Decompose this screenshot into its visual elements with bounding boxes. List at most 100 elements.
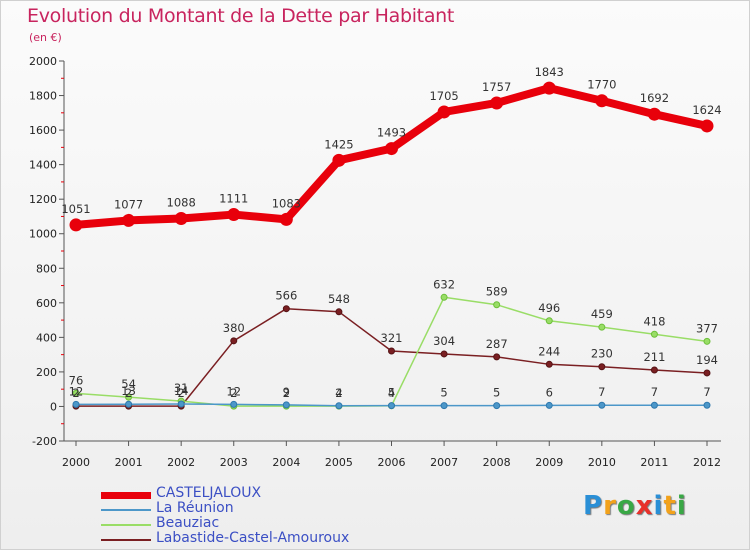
data-point bbox=[545, 360, 553, 368]
logo-letter: x bbox=[635, 491, 654, 521]
x-tick-label: 2000 bbox=[62, 456, 90, 469]
data-point bbox=[177, 400, 185, 408]
legend-swatch bbox=[101, 524, 151, 526]
data-label: 1077 bbox=[114, 197, 143, 211]
data-point bbox=[282, 401, 290, 409]
data-label: 7 bbox=[598, 385, 605, 399]
data-point bbox=[437, 105, 451, 119]
y-tick-label: 1400 bbox=[29, 159, 57, 172]
data-point bbox=[72, 400, 80, 408]
data-point bbox=[703, 337, 711, 345]
data-label: 76 bbox=[69, 373, 84, 387]
data-label: 566 bbox=[275, 289, 297, 303]
logo-letter: i bbox=[653, 491, 664, 521]
data-label: 230 bbox=[591, 347, 613, 361]
x-tick-label: 2006 bbox=[378, 456, 406, 469]
data-point bbox=[335, 402, 343, 410]
data-label: 194 bbox=[696, 353, 718, 367]
x-tick-label: 2009 bbox=[535, 456, 563, 469]
y-tick-label: 1600 bbox=[29, 124, 57, 137]
data-point bbox=[388, 347, 395, 355]
data-label: 9 bbox=[283, 385, 290, 399]
data-label: 2 bbox=[230, 386, 237, 400]
data-label: 244 bbox=[538, 344, 560, 358]
data-label: 1051 bbox=[61, 202, 90, 216]
data-point bbox=[595, 94, 609, 108]
data-point bbox=[440, 350, 448, 358]
data-point bbox=[598, 401, 606, 409]
data-point bbox=[174, 212, 188, 226]
data-label: 5 bbox=[493, 386, 500, 400]
data-label: 632 bbox=[433, 277, 455, 291]
data-label: 7 bbox=[703, 385, 710, 399]
data-label: 287 bbox=[486, 337, 508, 351]
legend-swatch bbox=[101, 509, 151, 511]
legend-label: CASTELJALOUX bbox=[156, 485, 262, 501]
data-point bbox=[490, 96, 504, 110]
logo-letter: r bbox=[603, 491, 617, 521]
x-tick-label: 2008 bbox=[483, 456, 511, 469]
logo-letter: t bbox=[663, 491, 677, 521]
data-label: 4 bbox=[388, 386, 395, 400]
legend-label: La Réunion bbox=[156, 500, 234, 516]
data-label: 1843 bbox=[535, 65, 564, 79]
data-label: 4 bbox=[335, 386, 342, 400]
data-label: 1770 bbox=[587, 78, 616, 92]
data-point bbox=[647, 107, 661, 121]
data-label: 2 bbox=[125, 386, 132, 400]
x-tick-label: 2004 bbox=[272, 456, 300, 469]
data-point bbox=[440, 293, 448, 301]
x-tick-label: 2011 bbox=[640, 456, 668, 469]
data-point bbox=[122, 213, 136, 227]
data-point bbox=[598, 363, 606, 371]
data-point bbox=[230, 337, 238, 345]
data-point bbox=[493, 402, 501, 410]
data-point bbox=[542, 81, 556, 95]
proxiti-logo: Proxiti bbox=[583, 491, 687, 521]
data-label: 589 bbox=[486, 285, 508, 299]
data-point bbox=[125, 400, 133, 408]
data-label: 2 bbox=[335, 386, 342, 400]
data-label: 12 bbox=[69, 384, 84, 398]
data-label: 1425 bbox=[324, 137, 353, 151]
data-point bbox=[227, 208, 241, 222]
data-point bbox=[545, 401, 553, 409]
data-label: 2 bbox=[283, 386, 290, 400]
data-point bbox=[385, 142, 398, 156]
data-label: 377 bbox=[696, 321, 718, 335]
data-label: 2 bbox=[178, 386, 185, 400]
data-label: 1705 bbox=[429, 89, 458, 103]
data-label: 1757 bbox=[482, 80, 511, 94]
data-point bbox=[388, 402, 395, 410]
data-label: 1083 bbox=[272, 196, 301, 210]
data-point bbox=[598, 323, 606, 331]
y-tick-label: 400 bbox=[36, 331, 57, 344]
data-label: 1624 bbox=[692, 103, 721, 117]
data-label: 211 bbox=[643, 350, 665, 364]
data-point bbox=[125, 393, 133, 401]
data-label: 31 bbox=[174, 381, 189, 395]
data-label: 5 bbox=[388, 386, 395, 400]
data-label: 496 bbox=[538, 301, 560, 315]
data-point bbox=[703, 369, 711, 377]
y-tick-label: 1800 bbox=[29, 90, 57, 103]
data-point bbox=[703, 401, 711, 409]
data-point bbox=[332, 153, 346, 167]
data-label: 1493 bbox=[377, 126, 406, 140]
legend-swatch bbox=[101, 539, 151, 541]
data-point bbox=[72, 389, 80, 397]
data-point bbox=[650, 330, 658, 338]
data-label: 380 bbox=[223, 321, 245, 335]
data-point bbox=[545, 317, 553, 325]
x-tick-label: 2005 bbox=[325, 456, 353, 469]
data-label: 6 bbox=[546, 385, 553, 399]
data-point bbox=[282, 305, 290, 313]
data-point bbox=[279, 212, 293, 226]
x-tick-label: 2002 bbox=[167, 456, 195, 469]
legend-label: Labastide-Castel-Amouroux bbox=[156, 530, 350, 546]
x-tick-label: 2001 bbox=[115, 456, 143, 469]
legend-label: Beauziac bbox=[156, 515, 220, 531]
data-label: 418 bbox=[643, 314, 665, 328]
x-tick-label: 2007 bbox=[430, 456, 458, 469]
